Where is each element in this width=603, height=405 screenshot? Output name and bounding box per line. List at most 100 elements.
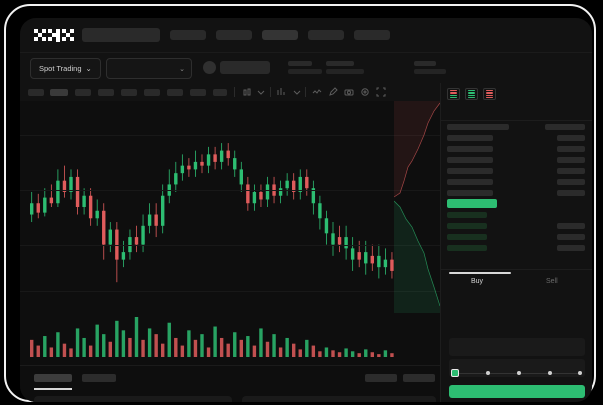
orderbook-row[interactable] bbox=[441, 165, 592, 176]
chart-toolbar bbox=[20, 83, 440, 102]
interval-pill-9[interactable] bbox=[213, 89, 227, 96]
orderbook-amount bbox=[557, 179, 585, 185]
orderbook-amount bbox=[557, 190, 585, 196]
orderbook-row[interactable] bbox=[441, 154, 592, 165]
interval-pill-5[interactable] bbox=[121, 89, 137, 96]
bottom-panel-right bbox=[242, 396, 436, 402]
candlestick-chart[interactable] bbox=[20, 101, 440, 313]
interval-pill-7[interactable] bbox=[167, 89, 183, 96]
nav-item-2[interactable] bbox=[216, 30, 252, 40]
submit-buy-button[interactable] bbox=[449, 385, 585, 398]
line-chart-icon[interactable] bbox=[312, 87, 322, 97]
orderbook-view-asks[interactable] bbox=[483, 88, 496, 100]
nav-item-1[interactable] bbox=[170, 30, 206, 40]
chevron-down-icon: ⌄ bbox=[179, 65, 185, 73]
orderbook-row[interactable] bbox=[441, 176, 592, 187]
orderbook-price bbox=[447, 199, 497, 208]
orderbook-amount bbox=[557, 223, 585, 229]
pair-selector[interactable]: ⌄ bbox=[106, 58, 192, 79]
orderbook-row[interactable] bbox=[441, 198, 592, 209]
orderbook-amount bbox=[545, 124, 585, 130]
orderbook-amount bbox=[557, 135, 585, 141]
chevron-down-icon: ⌄ bbox=[85, 64, 92, 73]
stat-24h-volume bbox=[414, 61, 446, 74]
orderbook-header bbox=[441, 108, 592, 121]
orderbook-price bbox=[447, 179, 493, 185]
nav-item-5[interactable] bbox=[354, 30, 390, 40]
orderbook-view-both[interactable] bbox=[447, 88, 460, 100]
pencil-icon[interactable] bbox=[328, 87, 338, 97]
orderbook-price bbox=[447, 124, 509, 130]
chevron-down-icon[interactable] bbox=[256, 87, 266, 97]
orderbook-amount bbox=[557, 146, 585, 152]
chart-region bbox=[20, 83, 440, 402]
orderbook-row[interactable] bbox=[441, 143, 592, 154]
nav-item-3[interactable] bbox=[262, 30, 298, 40]
candle-series bbox=[30, 143, 394, 283]
app-body: Buy Sell bbox=[20, 83, 592, 402]
tab-open-orders[interactable] bbox=[34, 374, 72, 382]
orderbook-row[interactable] bbox=[441, 187, 592, 198]
orderbook-amount bbox=[557, 157, 585, 163]
settings-icon[interactable] bbox=[360, 87, 370, 97]
tab-sell[interactable]: Sell bbox=[546, 278, 558, 285]
orderbook-price bbox=[447, 223, 487, 229]
bottom-tab-bar bbox=[20, 365, 440, 402]
trade-tabs: Buy Sell bbox=[441, 269, 592, 296]
orderbook-price bbox=[447, 190, 493, 196]
orderbook-price bbox=[447, 168, 493, 174]
tab-order-history[interactable] bbox=[82, 374, 116, 382]
search-input[interactable] bbox=[82, 28, 160, 42]
interval-pill-8[interactable] bbox=[190, 89, 206, 96]
orderbook-price bbox=[447, 234, 487, 240]
slider-stop-75[interactable] bbox=[548, 371, 552, 375]
device-bezel: Spot Trading ⌄ ⌄ bbox=[4, 4, 596, 402]
orderbook-price bbox=[447, 146, 493, 152]
orderbook-rows[interactable] bbox=[441, 121, 592, 269]
indicators-icon[interactable] bbox=[277, 87, 287, 97]
amount-slider[interactable] bbox=[451, 368, 583, 378]
trading-mode-selector[interactable]: Spot Trading ⌄ bbox=[30, 58, 101, 79]
pair-name bbox=[220, 61, 270, 74]
nav-item-4[interactable] bbox=[308, 30, 344, 40]
orderbook-row[interactable] bbox=[441, 121, 592, 132]
depth-overlay bbox=[394, 101, 440, 313]
app-screen: Spot Trading ⌄ ⌄ bbox=[20, 18, 592, 402]
tab-buy[interactable]: Buy bbox=[471, 278, 484, 285]
slider-stop-25[interactable] bbox=[486, 371, 490, 375]
orderbook-row[interactable] bbox=[441, 209, 592, 220]
active-tab-indicator bbox=[34, 388, 72, 390]
coin-avatar bbox=[203, 61, 216, 74]
interval-pill-4[interactable] bbox=[98, 89, 114, 96]
interval-pill-3[interactable] bbox=[75, 89, 91, 96]
orderbook-row[interactable] bbox=[441, 242, 592, 253]
slider-stop-100[interactable] bbox=[578, 371, 582, 375]
orderbook-amount bbox=[557, 234, 585, 240]
interval-pill-6[interactable] bbox=[144, 89, 160, 96]
orderbook-price bbox=[447, 157, 493, 163]
interval-pill-2[interactable] bbox=[50, 89, 68, 96]
orderbook-row[interactable] bbox=[441, 132, 592, 143]
camera-icon[interactable] bbox=[344, 87, 354, 97]
order-price-field[interactable] bbox=[449, 338, 585, 356]
stat-24h-change bbox=[326, 61, 364, 74]
orderbook-price bbox=[447, 135, 493, 141]
orderbook-view-bids[interactable] bbox=[465, 88, 478, 100]
orderbook-row[interactable] bbox=[441, 220, 592, 231]
orderbook-row[interactable] bbox=[441, 231, 592, 242]
interval-pill-1[interactable] bbox=[28, 89, 44, 96]
orderbook-price bbox=[447, 212, 487, 218]
bottom-action-1[interactable] bbox=[365, 374, 397, 382]
orderbook-amount bbox=[557, 168, 585, 174]
slider-stop-50[interactable] bbox=[517, 371, 521, 375]
fullscreen-icon[interactable] bbox=[376, 87, 386, 97]
slider-handle[interactable] bbox=[451, 369, 459, 377]
bottom-action-2[interactable] bbox=[403, 374, 435, 382]
chevron-down-icon-2[interactable] bbox=[292, 87, 302, 97]
market-subheader: Spot Trading ⌄ ⌄ bbox=[20, 52, 592, 83]
orderbook-price bbox=[447, 245, 487, 251]
okx-logo[interactable] bbox=[34, 29, 74, 42]
stat-last-price bbox=[288, 61, 322, 74]
candle-type-icon[interactable] bbox=[242, 87, 252, 97]
